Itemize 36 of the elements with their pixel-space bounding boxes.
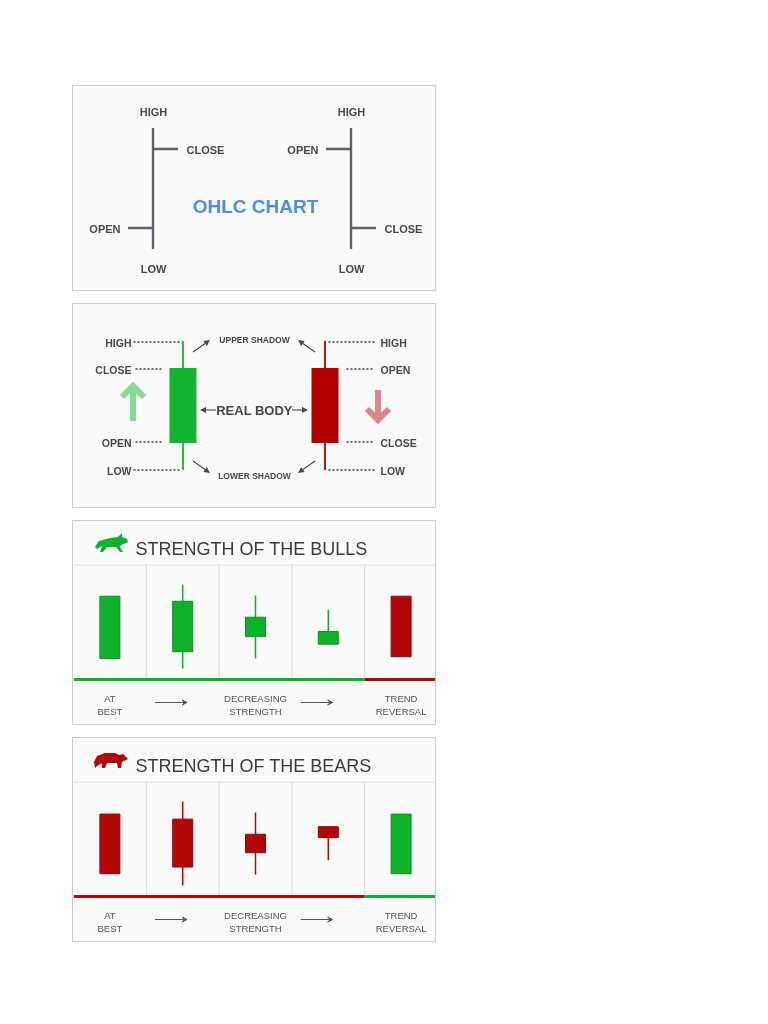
x-tick-label: AT BEST (97, 692, 123, 717)
chart-title: STRENGTH OF THE BULLS (135, 539, 368, 559)
text: CLOSE (95, 363, 132, 376)
text: OPEN (101, 436, 132, 449)
text: HIGH (105, 336, 132, 349)
candlestick (245, 594, 266, 660)
candlestick (390, 813, 412, 875)
text: OPEN (89, 222, 121, 235)
text: REAL BODY (216, 403, 293, 418)
text: HIGH (380, 336, 407, 349)
text: OPEN (287, 143, 319, 156)
candlestick (317, 608, 339, 645)
candlestick (99, 595, 121, 659)
text: OPEN (380, 363, 411, 376)
text: CLOSE (186, 143, 225, 156)
text: LOW (380, 464, 406, 477)
x-tick-label: TREND REVERSAL (375, 909, 427, 934)
text: LOW (107, 464, 132, 477)
candlestick (245, 811, 266, 876)
chart-title: STRENGTH OF THE BEARS (135, 756, 372, 776)
text: CLOSE (384, 222, 423, 235)
candlestick (317, 826, 339, 862)
text: LOW (338, 262, 365, 275)
candlestick (99, 813, 121, 875)
x-tick-label: DECREASING STRENGTH (224, 909, 287, 934)
text: HIGH (337, 105, 366, 118)
text: UPPER SHADOW (219, 334, 291, 345)
x-tick-label: AT BEST (97, 909, 123, 934)
text: HIGH (139, 105, 168, 118)
x-tick-label: TREND REVERSAL (375, 692, 427, 717)
x-tick-label: DECREASING STRENGTH (224, 692, 287, 717)
text: CLOSE (380, 436, 417, 449)
text: LOWER SHADOW (218, 470, 292, 481)
text: LOW (140, 262, 167, 275)
text: OHLC CHART (192, 196, 319, 217)
candlestick (390, 595, 412, 658)
